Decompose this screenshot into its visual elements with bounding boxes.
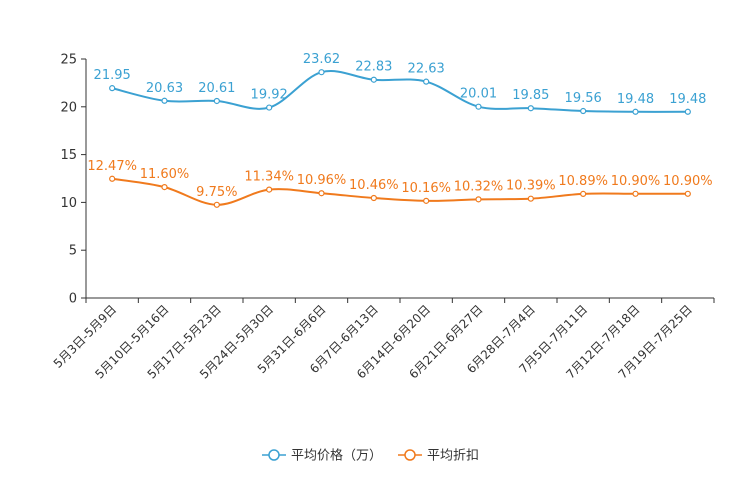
data-label: 11.60% [140,167,190,182]
data-label: 10.90% [611,174,661,189]
data-point[interactable] [684,108,691,115]
data-label: 20.61 [198,81,235,96]
data-label: 9.75% [196,185,237,200]
data-point[interactable] [527,105,534,112]
data-point[interactable] [109,85,116,92]
data-label: 20.01 [460,87,497,102]
data-point[interactable] [632,190,639,197]
y-tick-label: 10 [60,196,77,211]
data-point[interactable] [161,184,168,191]
legend-label: 平均折扣 [427,449,479,464]
data-point[interactable] [684,190,691,197]
y-tick-label: 5 [69,244,77,259]
data-point[interactable] [580,107,587,115]
data-label: 12.47% [87,159,137,174]
data-point[interactable] [632,108,639,115]
y-tick-label: 25 [60,53,77,68]
data-point[interactable] [475,103,482,110]
data-label: 19.56 [565,91,602,106]
legend-item[interactable]: 平均价格（万） [262,448,382,464]
data-point[interactable] [475,196,482,203]
data-label: 21.95 [94,68,131,83]
data-label: 10.90% [663,174,713,189]
y-axis-ticks: 0 5 10 15 20 25 [60,53,86,307]
data-label: 19.92 [251,88,288,103]
legend-marker-icon [268,449,280,461]
y-tick-label: 20 [60,100,77,115]
data-point[interactable] [580,190,587,197]
y-tick-label: 15 [60,148,77,163]
data-label: 10.89% [558,174,608,189]
series-line [112,177,688,206]
series-0: 21.95 20.63 20.61 19.92 23.62 22.83 22.63 20.01… [94,52,706,115]
data-point[interactable] [213,201,220,208]
data-point[interactable] [423,78,430,85]
data-label: 19.85 [512,88,549,103]
legend-marker-icon [404,449,416,461]
data-point[interactable] [370,76,377,83]
data-point[interactable] [213,97,220,105]
data-label: 10.32% [454,179,504,194]
data-label: 22.63 [408,62,445,77]
data-label: 19.48 [669,92,706,107]
data-point[interactable] [109,175,116,182]
data-label: 19.48 [617,92,654,107]
data-label: 11.34% [244,170,294,185]
data-label: 10.96% [297,173,347,188]
data-point[interactable] [370,194,377,202]
series-line [111,70,688,113]
data-label: 20.63 [146,81,183,96]
x-axis-ticks: 5月3日-5月9日5月10日-5月16日5月17日-5月23日5月24日-5月3… [51,298,715,382]
data-point[interactable] [266,186,273,193]
data-point[interactable] [527,195,534,202]
data-label: 23.62 [303,52,340,67]
data-point[interactable] [318,69,325,76]
data-point[interactable] [423,197,430,204]
legend: 平均价格（万） 平均折扣 [262,448,479,464]
series-1: 12.47%11.60% 9.75% 11.34% 10.96% 10.46% 10.16… [87,159,713,208]
data-point[interactable] [266,104,273,111]
data-point[interactable] [318,190,325,197]
data-point[interactable] [161,97,168,104]
y-tick-label: 0 [69,292,77,307]
data-label: 10.46% [349,178,399,193]
legend-label: 平均价格（万） [291,448,382,464]
data-label: 10.16% [401,181,451,196]
series-group: 21.95 20.63 20.61 19.92 23.62 22.83 22.63 20.01… [87,52,713,208]
data-label: 22.83 [355,60,392,75]
legend-item[interactable]: 平均折扣 [398,449,479,464]
data-label: 10.39% [506,179,556,194]
